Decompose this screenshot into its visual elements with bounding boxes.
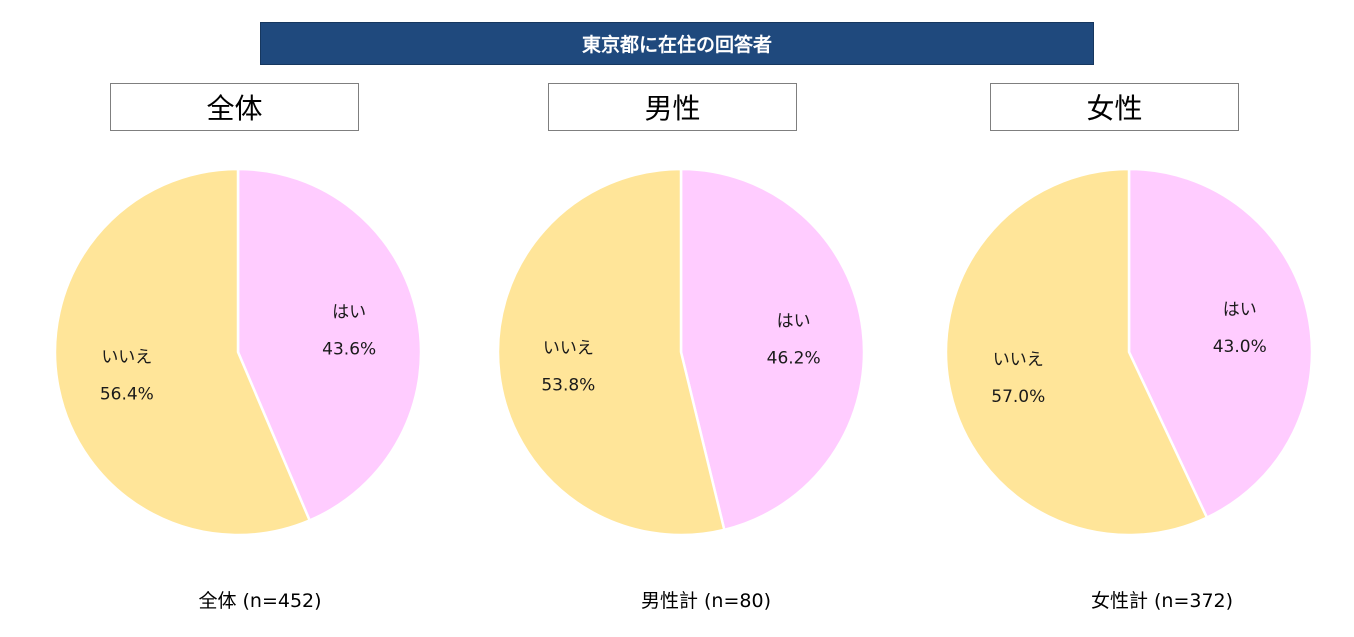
- pie-slice-no: [496, 167, 726, 537]
- banner-title: 東京都に在住の回答者: [260, 22, 1094, 65]
- slice-value-label-yes: 43.6%: [322, 339, 376, 359]
- slice-category-label-no: いいえ: [543, 339, 594, 359]
- slice-value-label-yes: 43.0%: [1213, 337, 1267, 357]
- caption-female: 女性計 (n=372): [1090, 590, 1234, 612]
- slice-value-label-no: 56.4%: [100, 385, 154, 405]
- panel-title-female: 女性: [990, 83, 1239, 131]
- slice-category-label-no: いいえ: [101, 348, 152, 368]
- slice-category-label-yes: はい: [777, 311, 811, 331]
- pie-slice-no: [944, 167, 1209, 537]
- slice-category-label-no: いいえ: [993, 350, 1044, 370]
- slice-category-label-yes: はい: [332, 302, 366, 322]
- pie-slice-yes: [1127, 167, 1314, 520]
- pie-slice-yes: [679, 167, 866, 532]
- panel-title-male: 男性: [548, 83, 797, 131]
- slice-value-label-no: 57.0%: [991, 387, 1045, 407]
- caption-total: 全体 (n=452): [198, 590, 322, 612]
- pie-chart-male: はい 46.2% いいえ 53.8%: [496, 167, 866, 537]
- slice-value-label-no: 53.8%: [541, 376, 595, 396]
- caption-male: 男性計 (n=80): [640, 590, 771, 612]
- pie-chart-total: はい 43.6% いいえ 56.4%: [53, 167, 423, 537]
- slice-value-label-yes: 46.2%: [767, 348, 821, 368]
- slice-category-label-yes: はい: [1223, 300, 1257, 320]
- pie-chart-female: はい 43.0% いいえ 57.0%: [944, 167, 1314, 537]
- pie-slice-yes: [236, 167, 423, 523]
- panel-title-total: 全体: [110, 83, 359, 131]
- pie-slice-no: [53, 167, 312, 537]
